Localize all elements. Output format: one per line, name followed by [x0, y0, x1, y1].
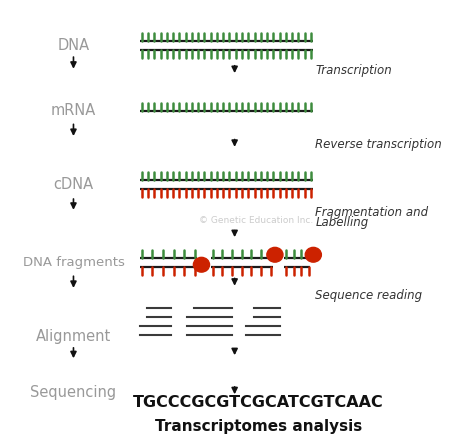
Text: Fragmentation and: Fragmentation and: [315, 206, 428, 219]
Text: TGCCCGCGTCGCATCGTCAAC: TGCCCGCGTCGCATCGTCAAC: [133, 395, 384, 410]
Text: Transcription: Transcription: [315, 64, 392, 77]
Circle shape: [305, 247, 321, 262]
Text: Reverse transcription: Reverse transcription: [315, 138, 442, 151]
Text: DNA: DNA: [57, 38, 90, 53]
Text: Sequencing: Sequencing: [30, 385, 117, 400]
Text: © Genetic Education Inc.: © Genetic Education Inc.: [199, 216, 313, 225]
Circle shape: [193, 257, 210, 272]
Text: cDNA: cDNA: [54, 177, 93, 192]
Text: Transcriptomes analysis: Transcriptomes analysis: [155, 419, 362, 434]
Circle shape: [267, 247, 283, 262]
Text: Alignment: Alignment: [36, 329, 111, 344]
Text: mRNA: mRNA: [51, 103, 96, 118]
Text: Sequence reading: Sequence reading: [315, 289, 422, 302]
Text: DNA fragments: DNA fragments: [23, 256, 124, 269]
Text: Labelling: Labelling: [315, 216, 368, 229]
